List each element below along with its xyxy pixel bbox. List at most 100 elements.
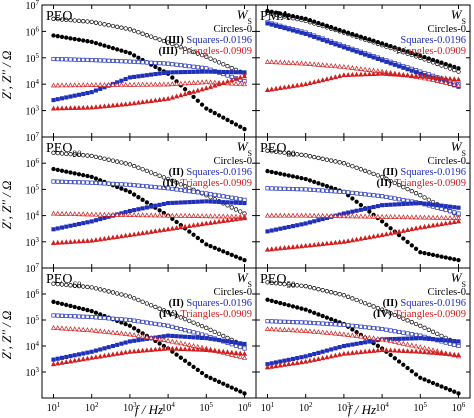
data-point-zim <box>265 168 270 174</box>
data-point-zre <box>229 205 234 210</box>
data-point-zim <box>341 45 346 50</box>
data-point-zim <box>229 349 235 355</box>
data-point-zim <box>132 338 137 343</box>
x-tick-label: 104 <box>161 401 175 414</box>
data-point-zim <box>354 33 359 38</box>
data-point-zim <box>358 202 364 208</box>
data-point-zim <box>354 71 360 77</box>
data-point-zim <box>140 206 145 211</box>
data-point-zim <box>456 257 461 263</box>
data-point-zim <box>273 363 279 369</box>
data-point-zim <box>303 221 308 226</box>
data-point-zim <box>195 221 201 227</box>
data-point-zim <box>200 335 205 340</box>
data-point-zre <box>119 59 124 64</box>
data-point-zre <box>144 334 150 340</box>
data-point-zim <box>316 36 321 41</box>
data-point-zim <box>199 346 205 352</box>
data-point-zim <box>290 83 296 89</box>
data-point-zim <box>63 359 69 365</box>
data-point-zim <box>174 352 179 357</box>
data-point-zim <box>329 317 334 322</box>
data-point-zre <box>115 59 120 64</box>
data-point-zre <box>135 332 141 338</box>
data-point-zre <box>190 213 197 218</box>
data-point-zre <box>269 319 274 324</box>
data-point-zim <box>311 356 317 362</box>
data-point-zim <box>311 242 317 247</box>
data-point-zre <box>362 334 368 340</box>
data-point-zim <box>349 71 355 77</box>
data-point-zim <box>136 55 141 60</box>
data-point-zre <box>131 81 137 87</box>
data-point-zim <box>242 391 247 396</box>
data-point-zre <box>430 214 436 220</box>
data-point-zim <box>316 312 321 317</box>
data-point-zre <box>303 320 308 325</box>
data-point-zre <box>102 156 107 161</box>
data-point-zim <box>135 348 141 353</box>
data-point-zim <box>281 361 288 367</box>
data-point-zre <box>136 59 141 65</box>
data-point-zim <box>216 81 222 87</box>
data-point-zre <box>333 291 338 296</box>
data-point-zre <box>282 186 287 191</box>
data-point-zim <box>426 56 431 61</box>
data-point-zim <box>203 85 209 91</box>
data-point-zre <box>187 318 192 324</box>
data-point-zim <box>144 205 149 210</box>
data-point-zim <box>64 169 69 174</box>
data-point-zre <box>186 212 192 218</box>
data-point-zim <box>165 95 171 101</box>
x-tick-label: 102 <box>299 401 313 414</box>
data-point-zim <box>80 104 86 110</box>
data-point-zre <box>396 314 402 319</box>
data-point-zre <box>303 60 309 66</box>
data-point-zim <box>286 27 291 32</box>
data-point-zim <box>455 352 462 357</box>
data-point-zim <box>199 221 205 227</box>
data-point-zim <box>195 87 201 93</box>
data-point-zre <box>50 82 57 88</box>
data-point-zim <box>199 238 205 244</box>
data-point-zre <box>278 281 283 286</box>
data-point-zre <box>135 81 141 87</box>
data-point-zre <box>371 213 377 219</box>
data-point-zim <box>282 225 287 230</box>
data-point-zim <box>237 215 243 221</box>
data-point-zre <box>337 160 342 165</box>
data-point-zim <box>199 86 205 92</box>
data-point-zim <box>434 221 440 227</box>
data-point-zre <box>225 63 230 69</box>
data-point-zre <box>106 289 111 294</box>
data-point-zim <box>127 100 133 106</box>
data-point-zre <box>67 325 74 331</box>
data-point-zre <box>110 23 116 29</box>
data-point-zre <box>273 149 279 154</box>
data-point-zre <box>349 65 355 70</box>
data-point-zim <box>375 204 380 209</box>
data-point-zre <box>200 332 205 337</box>
data-point-zim <box>238 256 243 261</box>
data-point-zim <box>195 367 200 373</box>
data-point-zre <box>312 154 317 160</box>
x-tick-label: 101 <box>47 401 61 414</box>
data-point-zim <box>413 348 419 354</box>
data-point-zre <box>307 154 313 159</box>
data-point-zre <box>380 194 385 199</box>
data-point-zre <box>72 57 77 62</box>
data-point-zre <box>123 59 128 64</box>
data-point-zre <box>350 164 355 169</box>
data-point-zim <box>225 383 230 388</box>
data-point-zim <box>140 347 146 353</box>
data-point-zre <box>405 186 410 192</box>
data-point-zim <box>295 175 300 180</box>
data-point-zre <box>98 21 103 26</box>
data-point-zre <box>68 283 73 288</box>
data-point-zim <box>294 359 300 365</box>
data-point-zim <box>64 302 69 308</box>
data-point-zim <box>157 341 162 346</box>
data-point-zim <box>409 50 414 56</box>
